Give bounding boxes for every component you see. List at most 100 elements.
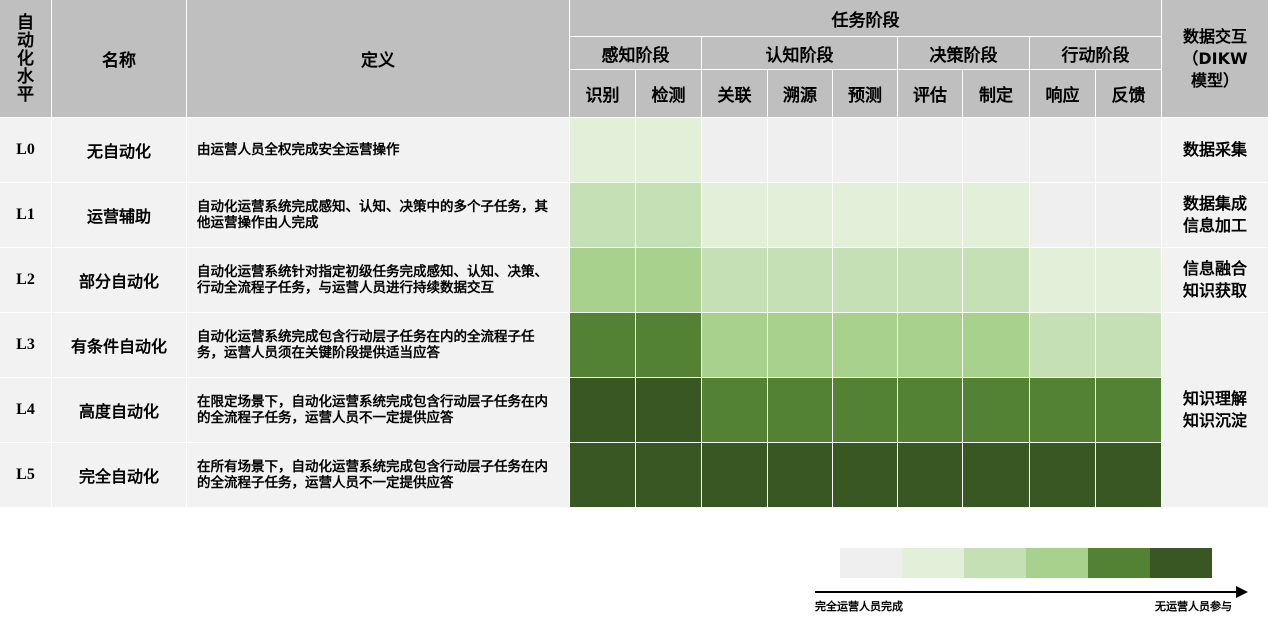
shade-cell xyxy=(963,118,1029,182)
shade-cell xyxy=(702,183,767,247)
shade-cell xyxy=(898,443,962,507)
task-header: 制定 xyxy=(963,70,1029,117)
shade-cell xyxy=(1030,183,1095,247)
shade-cell xyxy=(1096,378,1161,442)
stage-header: 认知阶段 xyxy=(702,37,897,69)
shade-cell xyxy=(570,248,635,312)
shade-cell xyxy=(636,118,701,182)
shade-cell xyxy=(898,118,962,182)
shade-cell xyxy=(570,443,635,507)
shade-cell xyxy=(768,118,832,182)
shade-cell xyxy=(702,443,767,507)
stage-header: 感知阶段 xyxy=(570,37,701,69)
header-dikw: 数据交互（DIKW模型） xyxy=(1162,0,1268,117)
shade-cell xyxy=(1096,183,1161,247)
shade-cell xyxy=(570,118,635,182)
shade-cell xyxy=(963,378,1029,442)
shade-cell xyxy=(636,443,701,507)
task-header: 预测 xyxy=(833,70,897,117)
level-name: 运营辅助 xyxy=(52,183,186,247)
task-header: 检测 xyxy=(636,70,701,117)
legend-swatch xyxy=(1150,548,1212,578)
task-header: 响应 xyxy=(1030,70,1095,117)
level-name: 无自动化 xyxy=(52,118,186,182)
shade-cell xyxy=(898,248,962,312)
shade-cell xyxy=(636,313,701,377)
shade-cell xyxy=(570,313,635,377)
shade-cell xyxy=(1096,248,1161,312)
shade-cell xyxy=(898,313,962,377)
definition: 自动化运营系统完成包含行动层子任务在内的全流程子任务，运营人员须在关键阶段提供适… xyxy=(187,313,569,377)
shade-cell xyxy=(833,183,897,247)
legend-swatch xyxy=(840,548,902,578)
shade-cell xyxy=(702,313,767,377)
shade-cell xyxy=(570,183,635,247)
shade-cell xyxy=(898,378,962,442)
shade-cell xyxy=(636,183,701,247)
legend-start: 完全运营人员完成 xyxy=(815,600,903,613)
shade-cell xyxy=(1096,118,1161,182)
shade-cell xyxy=(833,443,897,507)
shade-cell xyxy=(963,248,1029,312)
shade-cell xyxy=(898,183,962,247)
header-definition: 定义 xyxy=(187,0,569,117)
shade-cell xyxy=(768,313,832,377)
header-level: 自动化水平 xyxy=(0,0,51,117)
definition: 在所有场景下，自动化运营系统完成包含行动层子任务在内的全流程子任务，运营人员不一… xyxy=(187,443,569,507)
shade-cell xyxy=(833,378,897,442)
definition: 自动化运营系统完成感知、认知、决策中的多个子任务，其他运营操作由人完成 xyxy=(187,183,569,247)
shade-cell xyxy=(833,248,897,312)
level: L1 xyxy=(0,183,51,247)
stage-header: 行动阶段 xyxy=(1030,37,1161,69)
header-name: 名称 xyxy=(52,0,186,117)
header-task-stages: 任务阶段 xyxy=(570,0,1161,36)
shade-cell xyxy=(570,378,635,442)
definition: 在限定场景下，自动化运营系统完成包含行动层子任务在内的全流程子任务，运营人员不一… xyxy=(187,378,569,442)
stage-header: 决策阶段 xyxy=(898,37,1029,69)
level-name: 部分自动化 xyxy=(52,248,186,312)
shade-cell xyxy=(1096,443,1161,507)
legend-swatch xyxy=(1088,548,1150,578)
shade-cell xyxy=(1030,248,1095,312)
shade-cell xyxy=(963,313,1029,377)
task-header: 关联 xyxy=(702,70,767,117)
task-header: 识别 xyxy=(570,70,635,117)
shade-cell xyxy=(1030,378,1095,442)
shade-cell xyxy=(833,118,897,182)
shade-cell xyxy=(768,443,832,507)
legend-swatch xyxy=(1026,548,1088,578)
shade-cell xyxy=(768,378,832,442)
level-name: 有条件自动化 xyxy=(52,313,186,377)
definition: 自动化运营系统针对指定初级任务完成感知、认知、决策、行动全流程子任务，与运营人员… xyxy=(187,248,569,312)
level: L5 xyxy=(0,443,51,507)
shade-cell xyxy=(1096,313,1161,377)
dikw-stage: 数据采集 xyxy=(1162,118,1268,182)
shade-cell xyxy=(768,248,832,312)
shade-cell xyxy=(963,183,1029,247)
legend-swatch xyxy=(964,548,1026,578)
legend-end: 无运营人员参与 xyxy=(1155,600,1232,613)
level: L3 xyxy=(0,313,51,377)
shade-cell xyxy=(963,443,1029,507)
dikw-stage: 知识理解 知识沉淀 xyxy=(1162,313,1268,507)
dikw-stage: 数据集成 信息加工 xyxy=(1162,183,1268,247)
level-name: 高度自动化 xyxy=(52,378,186,442)
task-header: 评估 xyxy=(898,70,962,117)
shade-cell xyxy=(1030,443,1095,507)
legend-swatch xyxy=(902,548,964,578)
shade-cell xyxy=(768,183,832,247)
shade-cell xyxy=(833,313,897,377)
level: L2 xyxy=(0,248,51,312)
shade-cell xyxy=(1030,313,1095,377)
shade-cell xyxy=(636,248,701,312)
task-header: 溯源 xyxy=(768,70,832,117)
level: L4 xyxy=(0,378,51,442)
dikw-stage: 信息融合 知识获取 xyxy=(1162,248,1268,312)
shade-cell xyxy=(702,378,767,442)
shade-cell xyxy=(702,118,767,182)
shade-cell xyxy=(1030,118,1095,182)
shade-cell xyxy=(636,378,701,442)
level: L0 xyxy=(0,118,51,182)
